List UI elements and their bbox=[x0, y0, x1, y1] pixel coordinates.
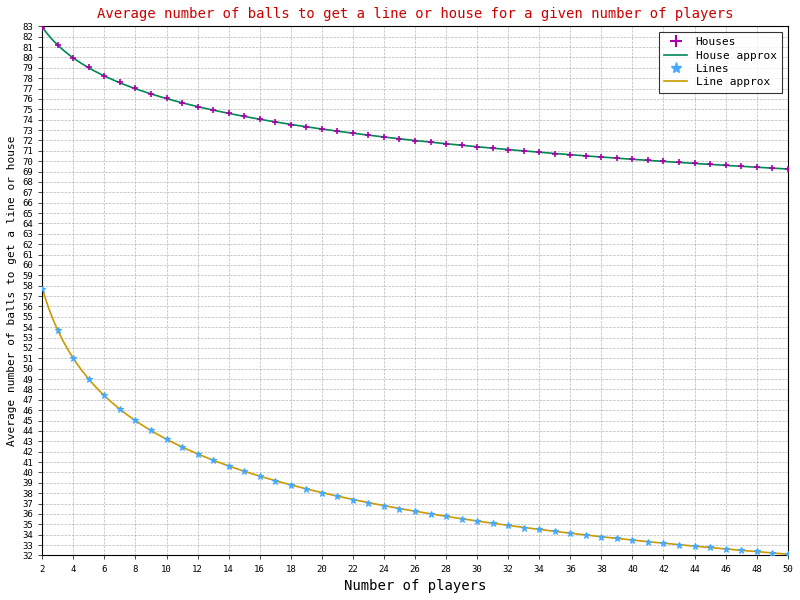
Y-axis label: Average number of balls to get a line or house: Average number of balls to get a line or… bbox=[7, 136, 17, 446]
Legend: Houses, House approx, Lines, Line approx: Houses, House approx, Lines, Line approx bbox=[659, 32, 782, 93]
X-axis label: Number of players: Number of players bbox=[344, 579, 486, 593]
Title: Average number of balls to get a line or house for a given number of players: Average number of balls to get a line or… bbox=[97, 7, 734, 21]
